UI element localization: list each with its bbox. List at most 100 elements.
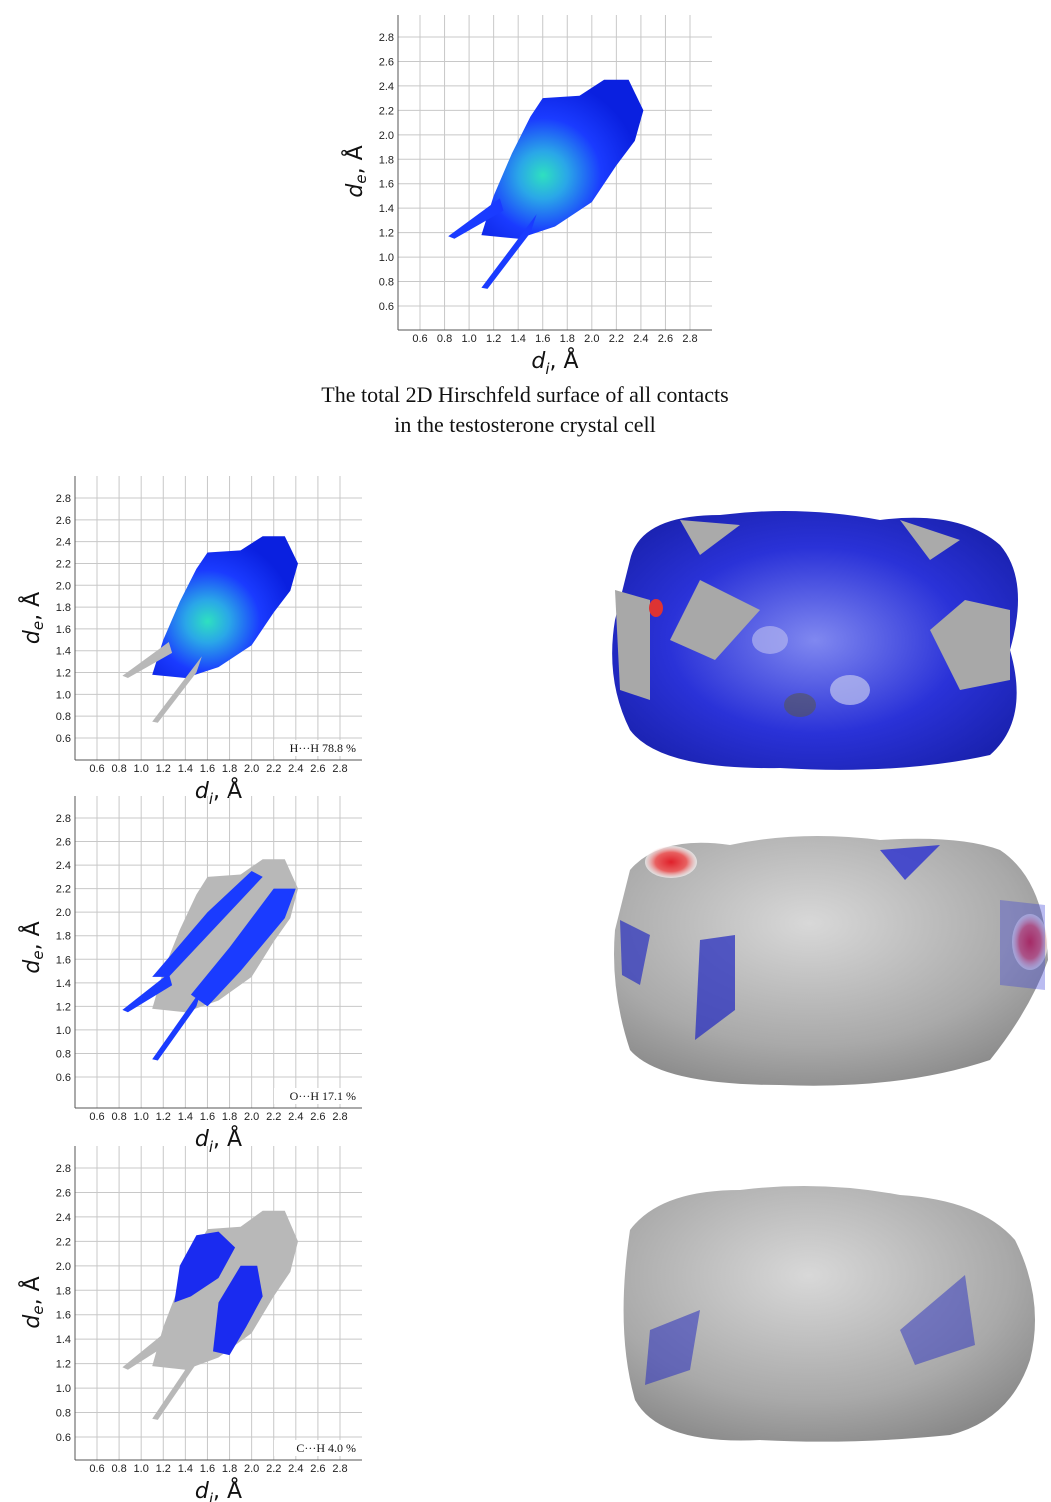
- x-tick-label: 0.6: [89, 763, 104, 775]
- x-tick-label: 1.4: [178, 763, 193, 775]
- y-tick-label: 0.8: [56, 1408, 71, 1420]
- x-tick-label: 2.4: [288, 763, 303, 775]
- y-tick-label: 1.4: [56, 978, 71, 990]
- y-tick-label: 1.6: [56, 624, 71, 636]
- x-tick-label: 2.6: [310, 1111, 325, 1123]
- x-tick-label: 1.6: [200, 763, 215, 775]
- x-tick-label: 2.2: [266, 1111, 281, 1123]
- y-tick-label: 2.2: [56, 884, 71, 896]
- x-tick-label: 1.0: [134, 763, 149, 775]
- y-axis-label: de, Å: [341, 145, 370, 197]
- y-tick-label: 1.2: [56, 668, 71, 680]
- x-tick-label: 0.8: [111, 763, 126, 775]
- x-tick-label: 2.2: [266, 1463, 281, 1475]
- y-axis-label: de, Å: [18, 1276, 47, 1328]
- y-tick-label: 1.0: [56, 1025, 71, 1037]
- y-tick-label: 1.4: [56, 1334, 71, 1346]
- y-tick-label: 2.0: [379, 130, 394, 142]
- x-tick-label: 0.6: [412, 333, 427, 345]
- x-tick-label: 1.8: [222, 1463, 237, 1475]
- y-tick-label: 2.6: [56, 837, 71, 849]
- x-tick-label: 1.0: [461, 333, 476, 345]
- x-tick-label: 1.4: [511, 333, 526, 345]
- fingerprint-plot: 0.60.60.80.81.01.01.21.21.41.41.61.61.81…: [341, 15, 712, 378]
- label-base: d: [20, 959, 45, 974]
- y-axis-label: de, Å: [18, 592, 47, 644]
- x-tick-label: 2.2: [609, 333, 624, 345]
- x-axis-label: di, Å: [531, 347, 578, 378]
- fingerprint-plot: 0.60.60.80.81.01.01.21.21.41.41.61.61.81…: [18, 796, 362, 1156]
- x-tick-label: 1.0: [134, 1111, 149, 1123]
- y-tick-label: 0.6: [56, 733, 71, 745]
- y-tick-label: 0.8: [56, 711, 71, 723]
- y-tick-label: 2.2: [56, 558, 71, 570]
- y-tick-label: 2.0: [56, 1261, 71, 1273]
- y-tick-label: 2.6: [56, 515, 71, 527]
- x-tick-label: 2.0: [244, 763, 259, 775]
- x-tick-label: 1.2: [156, 1111, 171, 1123]
- label-sub: e: [29, 1305, 47, 1314]
- y-tick-label: 2.8: [379, 32, 394, 44]
- y-tick-label: 2.4: [379, 81, 394, 93]
- x-tick-label: 1.0: [134, 1463, 149, 1475]
- y-tick-label: 0.6: [379, 301, 394, 313]
- label-base: d: [343, 183, 368, 198]
- y-tick-label: 0.6: [56, 1072, 71, 1084]
- x-axis-label: di, Å: [195, 1477, 242, 1502]
- label-sub: e: [29, 950, 47, 959]
- x-tick-label: 0.8: [111, 1463, 126, 1475]
- label-base: d: [531, 349, 546, 374]
- label-sub: e: [352, 174, 370, 183]
- y-tick-label: 2.6: [56, 1187, 71, 1199]
- label-rest: , Å: [341, 145, 368, 174]
- y-tick-label: 1.2: [56, 1359, 71, 1371]
- x-tick-label: 2.4: [633, 333, 648, 345]
- x-tick-label: 2.6: [310, 1463, 325, 1475]
- label-rest: , Å: [18, 921, 45, 950]
- label-base: d: [20, 1314, 45, 1329]
- surface-oh: [614, 836, 1048, 1086]
- y-tick-label: 2.2: [56, 1236, 71, 1248]
- label-rest: , Å: [213, 777, 242, 804]
- y-tick-label: 2.6: [379, 56, 394, 68]
- y-tick-label: 2.4: [56, 537, 71, 549]
- x-tick-label: 0.8: [111, 1111, 126, 1123]
- label-rest: , Å: [550, 347, 579, 374]
- x-tick-label: 1.8: [222, 1111, 237, 1123]
- contact-label: C···H 4.0 %: [296, 1441, 356, 1455]
- x-tick-label: 1.6: [535, 333, 550, 345]
- x-tick-label: 0.6: [89, 1463, 104, 1475]
- y-tick-label: 1.2: [56, 1001, 71, 1013]
- y-tick-label: 2.0: [56, 580, 71, 592]
- y-axis-label: de, Å: [18, 921, 47, 973]
- x-tick-label: 0.6: [89, 1111, 104, 1123]
- x-tick-label: 2.2: [266, 763, 281, 775]
- x-tick-label: 1.6: [200, 1111, 215, 1123]
- x-tick-label: 0.8: [437, 333, 452, 345]
- y-tick-label: 1.8: [379, 154, 394, 166]
- surface-ch: [624, 1186, 1035, 1442]
- label-rest: , Å: [18, 1276, 45, 1305]
- y-tick-label: 2.4: [56, 860, 71, 872]
- y-tick-label: 1.2: [379, 228, 394, 240]
- x-axis-label: di, Å: [195, 777, 242, 808]
- y-tick-label: 1.0: [56, 1383, 71, 1395]
- fingerprint-plot: 0.60.60.80.81.01.01.21.21.41.41.61.61.81…: [18, 476, 362, 808]
- y-tick-label: 2.0: [56, 907, 71, 919]
- x-axis-label: di, Å: [195, 1125, 242, 1156]
- y-tick-label: 1.0: [379, 252, 394, 264]
- contact-label: O···H 17.1 %: [290, 1089, 356, 1103]
- label-sub: e: [29, 621, 47, 630]
- label-rest: , Å: [213, 1477, 242, 1502]
- x-tick-label: 1.2: [156, 1463, 171, 1475]
- y-tick-label: 2.8: [56, 1163, 71, 1175]
- label-rest: , Å: [18, 592, 45, 621]
- surface-hh: [612, 511, 1018, 770]
- y-tick-label: 0.8: [56, 1048, 71, 1060]
- x-tick-label: 1.8: [222, 763, 237, 775]
- y-tick-label: 0.6: [56, 1432, 71, 1444]
- x-tick-label: 2.0: [244, 1111, 259, 1123]
- x-tick-label: 2.4: [288, 1463, 303, 1475]
- y-tick-label: 1.0: [56, 689, 71, 701]
- x-tick-label: 2.8: [332, 1463, 347, 1475]
